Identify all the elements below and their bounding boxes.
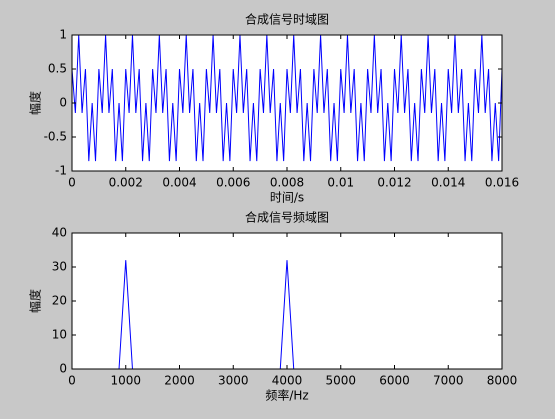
x-tick-label: 0.01: [327, 176, 354, 190]
x-tick-label: 0: [68, 374, 76, 388]
x-tick-label: 0.002: [109, 176, 143, 190]
y-tick-label: 0: [59, 362, 67, 376]
data-line: [71, 34, 503, 162]
y-tick-label: 30: [52, 260, 67, 274]
x-tick-label: 0.014: [431, 176, 465, 190]
x-tick-label: 0.012: [377, 176, 411, 190]
x-tick-label: 7000: [433, 374, 464, 388]
y-tick-label: 10: [52, 328, 67, 342]
x-tick-label: 8000: [487, 374, 518, 388]
y-tick-label: -0.5: [44, 130, 67, 144]
axes-area: [72, 233, 502, 369]
y-tick-label: 0: [59, 96, 67, 110]
x-axis-label: 频率/Hz: [265, 388, 308, 403]
y-axis-label: 幅度: [28, 289, 43, 313]
chart-title: 合成信号时域图: [245, 12, 329, 27]
y-tick-label: 20: [52, 294, 67, 308]
x-tick-label: 0.016: [485, 176, 519, 190]
x-axis-label: 时间/s: [270, 191, 304, 205]
x-tick-label: 6000: [379, 374, 410, 388]
x-tick-label: 0.004: [162, 176, 196, 190]
x-tick-label: 2000: [164, 374, 195, 388]
y-tick-label: -1: [55, 164, 67, 178]
x-tick-label: 3000: [218, 374, 249, 388]
x-tick-label: 1000: [110, 374, 141, 388]
y-axis-label: 幅度: [28, 91, 43, 115]
y-tick-label: 0.5: [48, 62, 67, 76]
x-tick-label: 0.008: [270, 176, 304, 190]
x-tick-label: 0.006: [216, 176, 250, 190]
y-tick-label: 40: [52, 226, 67, 240]
x-tick-label: 0: [68, 176, 76, 190]
y-tick-label: 1: [59, 28, 67, 42]
x-tick-label: 4000: [272, 374, 303, 388]
chart-title: 合成信号频域图: [245, 210, 329, 225]
x-tick-label: 5000: [325, 374, 356, 388]
